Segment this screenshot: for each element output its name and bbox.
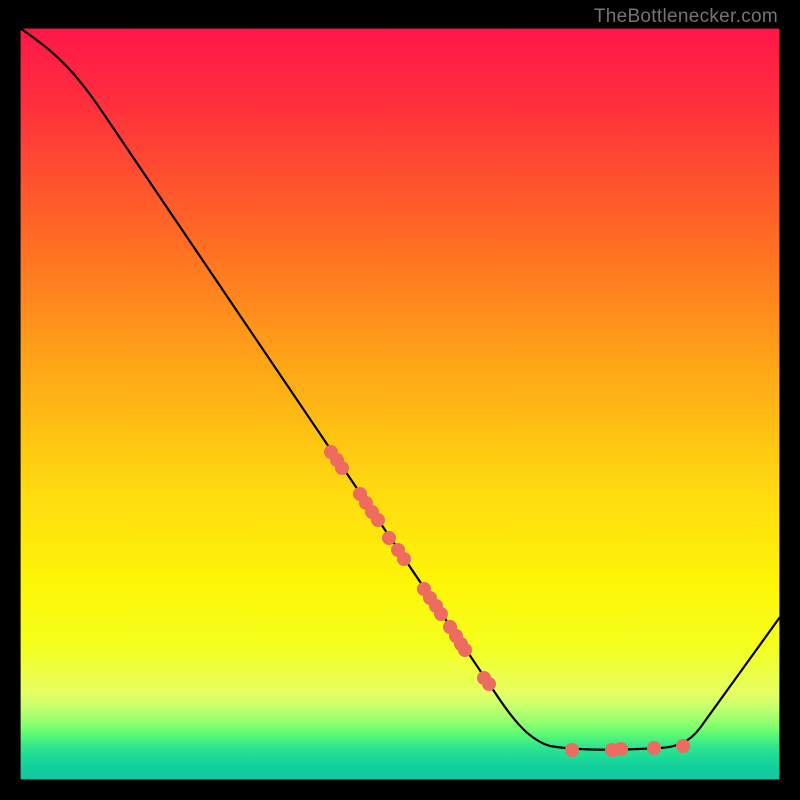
plot-area bbox=[20, 28, 780, 780]
chart-svg bbox=[20, 28, 780, 780]
marker-point bbox=[434, 607, 448, 621]
marker-point bbox=[676, 739, 690, 753]
marker-point bbox=[565, 743, 579, 757]
marker-point bbox=[335, 461, 349, 475]
gradient-background bbox=[20, 28, 780, 780]
marker-point bbox=[482, 677, 496, 691]
attribution-text: TheBottlenecker.com bbox=[594, 6, 778, 28]
marker-point bbox=[647, 741, 661, 755]
marker-point bbox=[382, 531, 396, 545]
marker-point bbox=[614, 742, 628, 756]
marker-point bbox=[397, 552, 411, 566]
marker-point bbox=[371, 513, 385, 527]
marker-point bbox=[458, 643, 472, 657]
